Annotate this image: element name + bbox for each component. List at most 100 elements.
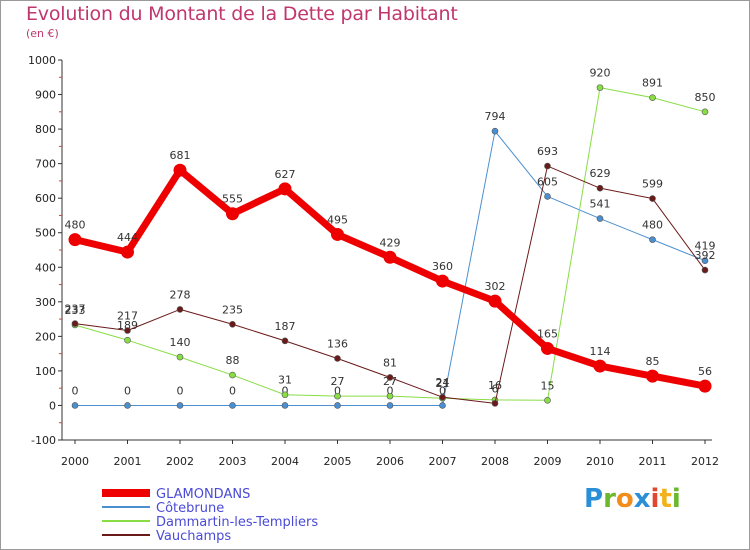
- data-label-vauchamps: 81: [383, 356, 397, 369]
- data-point-glamondans: [331, 227, 344, 241]
- y-tick-label: 0: [49, 399, 56, 412]
- data-label-cotebrune: 605: [537, 175, 558, 188]
- logo-letter: i: [650, 484, 660, 514]
- x-tick-label: 2007: [429, 455, 457, 468]
- data-point-vauchamps: [596, 184, 604, 192]
- x-tick-label: 2008: [481, 455, 509, 468]
- y-tick-label: -100: [31, 434, 56, 447]
- data-label-vauchamps: 24: [436, 376, 450, 389]
- data-label-vauchamps: 392: [695, 249, 716, 262]
- data-point-vauchamps: [334, 355, 341, 362]
- data-label-cotebrune: 419: [695, 240, 716, 253]
- y-tick-label: 900: [35, 89, 56, 102]
- data-label-cotebrune: 0: [439, 384, 446, 397]
- data-label-dammartin-les-templiers: 15: [541, 379, 555, 392]
- x-tick-label: 2003: [219, 455, 247, 468]
- x-tick-label: 2005: [324, 455, 352, 468]
- data-label-glamondans: 627: [275, 168, 296, 181]
- data-label-glamondans: 429: [380, 236, 401, 249]
- data-label-glamondans: 555: [222, 193, 243, 206]
- data-label-glamondans: 114: [590, 345, 611, 358]
- data-point-cotebrune: [701, 257, 709, 265]
- data-label-dammartin-les-templiers: 891: [642, 77, 663, 90]
- data-point-vauchamps: [229, 320, 236, 328]
- data-point-glamondans: [646, 369, 659, 383]
- data-point-cotebrune: [386, 402, 394, 409]
- x-tick-label: 2001: [114, 455, 142, 468]
- data-point-cotebrune: [439, 402, 446, 409]
- data-label-vauchamps: 599: [642, 178, 663, 191]
- logo-letter: o: [615, 484, 634, 514]
- data-point-glamondans: [698, 379, 712, 393]
- data-point-glamondans: [278, 182, 292, 196]
- data-point-vauchamps: [176, 306, 184, 313]
- data-point-dammartin-les-templiers: [176, 353, 184, 361]
- y-tick-label: 300: [35, 296, 56, 309]
- data-label-cotebrune: 794: [485, 110, 506, 123]
- data-label-cotebrune: 0: [229, 384, 236, 397]
- data-point-cotebrune: [596, 215, 604, 222]
- x-tick-label: 2004: [271, 455, 299, 468]
- data-point-vauchamps: [544, 162, 551, 170]
- x-tick-label: 2002: [166, 455, 194, 468]
- data-point-vauchamps: [124, 327, 131, 334]
- data-point-glamondans: [226, 207, 239, 221]
- y-tick-label: 700: [35, 158, 56, 171]
- logo-letter: t: [659, 484, 672, 514]
- x-tick-label: 2009: [534, 455, 562, 468]
- x-tick-label: 2010: [586, 455, 614, 468]
- data-point-cotebrune: [649, 236, 656, 243]
- data-point-dammartin-les-templiers: [281, 391, 289, 399]
- data-label-cotebrune: 541: [590, 198, 611, 211]
- logo-letter: P: [584, 484, 604, 514]
- y-tick-label: 1000: [28, 54, 56, 67]
- data-label-glamondans: 302: [485, 280, 506, 293]
- data-label-glamondans: 56: [698, 365, 712, 378]
- data-label-dammartin-les-templiers: 31: [278, 374, 292, 387]
- legend-label-cotebrune: Côtebrune: [156, 501, 224, 516]
- proxiti-logo: Proxiti: [584, 484, 681, 514]
- data-label-cotebrune: 0: [334, 384, 341, 397]
- data-label-cotebrune: 0: [124, 384, 131, 397]
- data-point-vauchamps: [281, 337, 289, 345]
- data-point-cotebrune: [281, 402, 289, 409]
- data-point-cotebrune: [229, 402, 236, 409]
- y-tick-label: 500: [35, 227, 56, 240]
- data-point-dammartin-les-templiers: [386, 392, 394, 400]
- data-label-cotebrune: 0: [177, 384, 184, 397]
- data-label-glamondans: 480: [65, 219, 86, 232]
- data-label-vauchamps: 278: [170, 288, 191, 301]
- data-label-vauchamps: 217: [117, 309, 138, 322]
- data-label-vauchamps: 629: [590, 167, 611, 180]
- data-point-dammartin-les-templiers: [544, 396, 551, 404]
- data-point-glamondans: [593, 359, 607, 373]
- data-point-dammartin-les-templiers: [124, 336, 131, 344]
- data-point-dammartin-les-templiers: [596, 84, 604, 91]
- data-label-dammartin-les-templiers: 850: [695, 91, 716, 104]
- data-point-glamondans: [173, 163, 187, 177]
- data-point-vauchamps: [439, 393, 446, 401]
- data-label-vauchamps: 136: [327, 337, 348, 350]
- data-label-vauchamps: 235: [222, 303, 243, 316]
- data-label-dammartin-les-templiers: 920: [590, 67, 611, 80]
- y-tick-label: 400: [35, 261, 56, 274]
- data-point-vauchamps: [71, 320, 79, 327]
- data-point-cotebrune: [176, 402, 184, 409]
- data-label-dammartin-les-templiers: 21: [436, 377, 450, 390]
- y-tick-label: 100: [35, 365, 56, 378]
- logo-letter: x: [633, 484, 651, 514]
- data-label-vauchamps: 187: [275, 320, 296, 333]
- data-point-dammartin-les-templiers: [701, 108, 709, 116]
- chart-title: Evolution du Montant de la Dette par Hab…: [26, 3, 458, 25]
- data-point-cotebrune: [544, 193, 551, 200]
- x-tick-label: 2011: [639, 455, 667, 468]
- data-label-cotebrune: 0: [282, 384, 289, 397]
- data-point-dammartin-les-templiers: [649, 94, 656, 101]
- logo-letter: i: [671, 484, 681, 514]
- data-point-cotebrune: [124, 402, 131, 409]
- data-point-vauchamps: [649, 195, 656, 202]
- data-point-dammartin-les-templiers: [334, 392, 341, 400]
- legend-label-dammartin-les-templiers: Dammartin-les-Templiers: [156, 515, 318, 530]
- data-label-vauchamps: 693: [537, 145, 558, 158]
